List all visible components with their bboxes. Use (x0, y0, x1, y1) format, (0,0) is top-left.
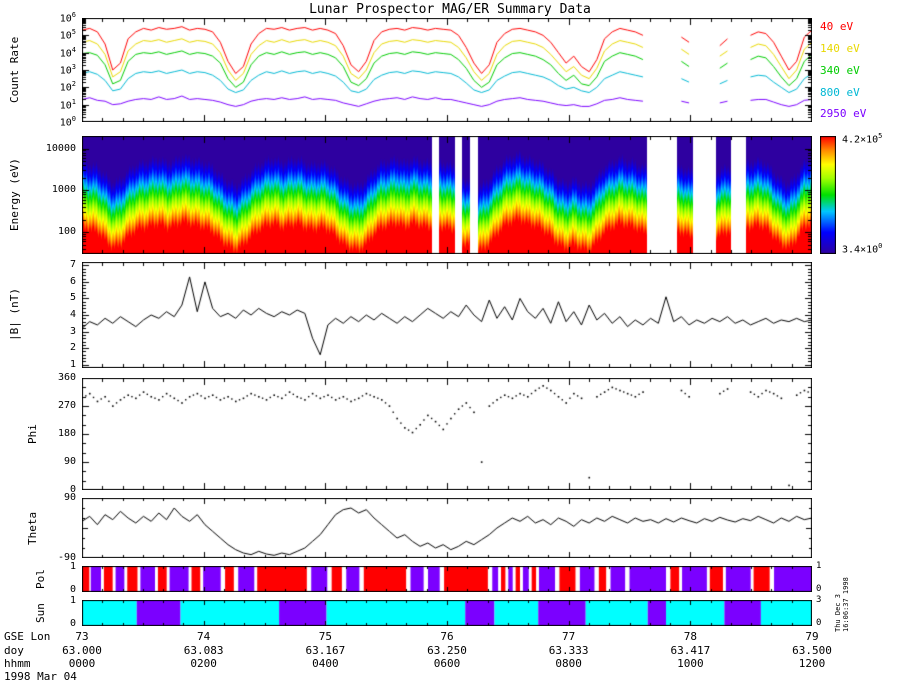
colorbar-max-label: 4.2×105 (842, 132, 883, 146)
phi-canvas (82, 378, 812, 490)
bmag-ytick: 3 (69, 325, 76, 337)
doy-tick: 63.000 (62, 644, 102, 657)
doy-tick: 63.333 (548, 644, 589, 657)
count-ytick: 103 (59, 63, 76, 77)
pol-ytick-left: 1 (69, 561, 76, 572)
legend-label-340ev: 340 eV (820, 64, 860, 77)
hhmm-tick: 1200 (798, 657, 826, 670)
energy-ytick: 1000 (51, 184, 76, 196)
gse-lon-header: GSE Lon (4, 630, 51, 643)
gse-lon-tick: 78 (683, 630, 697, 643)
count-ytick: 102 (59, 80, 76, 94)
bmag-ytick: 2 (69, 342, 76, 354)
sun-ytick-left: 0 (69, 618, 76, 629)
count-ytick: 100 (59, 115, 76, 129)
gse-lon-tick: 79 (805, 630, 819, 643)
legend-item-40ev: 40 eV (820, 20, 853, 33)
colorbar-canvas (820, 136, 836, 254)
count-rate-canvas (82, 18, 812, 122)
phi-ytick: 360 (57, 372, 76, 383)
pol-ytick-left: 0 (69, 584, 76, 595)
hhmm-tick: 0000 (68, 657, 96, 670)
phi-ytick: 270 (57, 400, 76, 411)
count-ytick: 105 (59, 28, 76, 42)
hhmm-tick: 0200 (190, 657, 217, 670)
count-ytick: 106 (59, 11, 76, 25)
theta-ytick: 90 (63, 492, 76, 503)
theta-ytick: -90 (57, 552, 76, 563)
doy-tick: 63.167 (305, 644, 346, 657)
gse-lon-tick: 73 (75, 630, 89, 643)
legend-item-340ev: 340 eV (820, 64, 860, 77)
bmag-ytick: 6 (69, 275, 76, 287)
legend-label-800ev: 800 eV (820, 86, 860, 99)
pol-ytick-right: 1 (816, 561, 822, 571)
bmag-ytick: 4 (69, 309, 76, 320)
colorbar-min-label: 3.4×100 (842, 242, 883, 256)
count-ytick: 104 (59, 45, 76, 59)
doy-tick: 63.417 (670, 644, 711, 657)
pol-canvas (82, 566, 812, 592)
phi-ytick: 180 (57, 428, 76, 439)
sun-ytick-right: 3 (816, 595, 822, 605)
legend-item-140ev: 140 eV (820, 42, 860, 55)
bmag-ytick: 5 (69, 292, 76, 304)
theta-canvas (82, 498, 812, 558)
legend-label-2950ev: 2950 eV (820, 107, 867, 120)
legend-label-40ev: 40 eV (820, 20, 854, 33)
pol-ytick-right: 0 (816, 584, 822, 594)
theta-ylabel: Theta (26, 511, 39, 545)
sun-canvas (82, 600, 812, 626)
hhmm-tick: 0400 (312, 657, 339, 670)
phi-ytick: 0 (69, 484, 76, 495)
gse-lon-tick: 77 (562, 630, 576, 643)
gse-lon-tick: 76 (440, 630, 454, 643)
doy-header: doy (4, 644, 24, 657)
energy-ytick: 100 (57, 226, 76, 238)
phi-ytick: 90 (63, 456, 76, 467)
hhmm-header: hhmm (4, 657, 31, 670)
legend-item-2950ev: 2950 eV (820, 107, 866, 120)
bmag-canvas (82, 262, 812, 368)
energy-ytick: 10000 (45, 142, 76, 154)
hhmm-tick: 0800 (555, 657, 582, 670)
hhmm-tick: 0600 (433, 657, 461, 670)
spectrogram-canvas (82, 136, 812, 254)
sun-ytick-left: 1 (69, 595, 76, 606)
legend-item-800ev: 800 eV (820, 86, 860, 99)
gse-lon-tick: 74 (197, 630, 211, 643)
sun-ytick-right: 0 (816, 618, 822, 628)
count-ytick: 101 (59, 97, 76, 111)
bmag-ytick: 1 (69, 358, 76, 370)
hhmm-tick: 1000 (677, 657, 704, 670)
doy-tick: 63.083 (183, 644, 224, 657)
date-label: 1998 Mar 04 (4, 670, 77, 683)
legend-label-140ev: 140 eV (820, 42, 860, 55)
plot-title: Lunar Prospector MAG/ER Summary Data (309, 2, 591, 17)
doy-tick: 63.250 (427, 644, 467, 657)
bmag-ytick: 7 (69, 259, 76, 271)
gse-lon-tick: 75 (318, 630, 332, 643)
doy-tick: 63.500 (792, 644, 832, 657)
timestamp-side-note: Thu Dec 3 16:06:37 1998 (834, 577, 850, 632)
